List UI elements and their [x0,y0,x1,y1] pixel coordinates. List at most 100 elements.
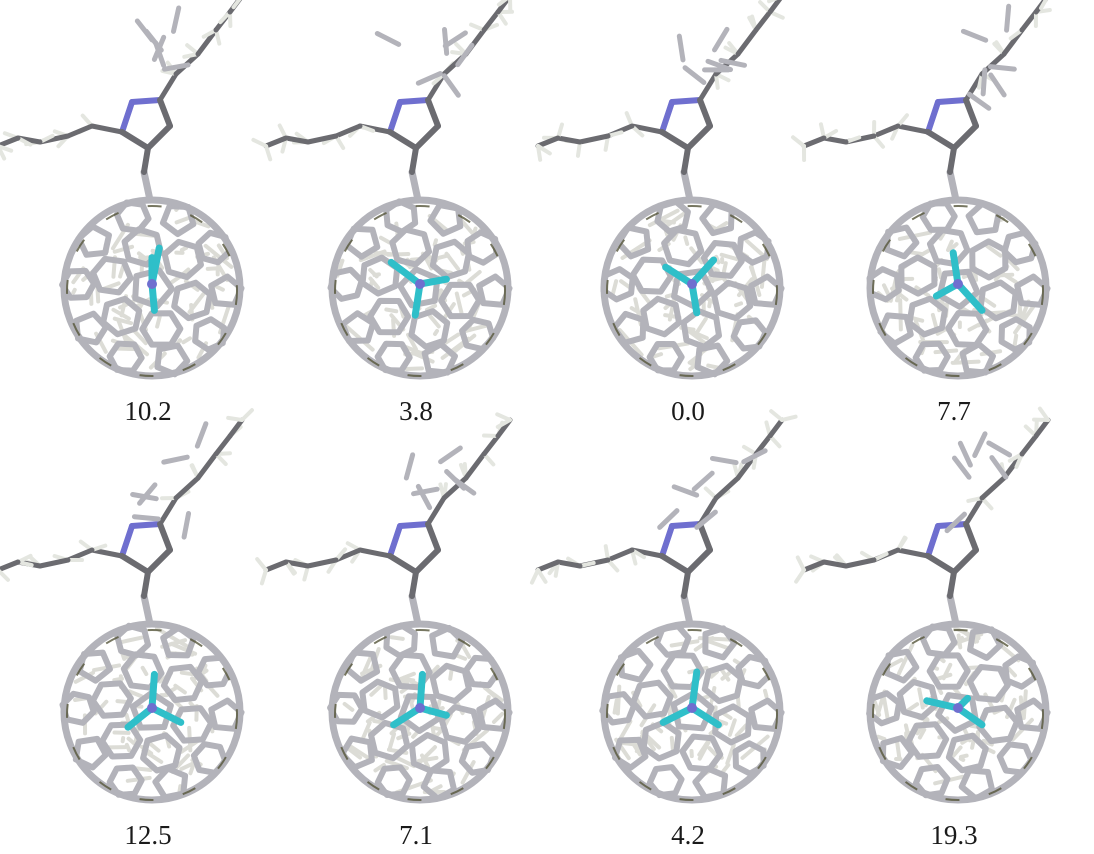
cage-ring [906,295,948,338]
nf3-guest [124,670,185,731]
ring-bond [925,553,957,575]
alkyl-bond [709,455,739,466]
cage-bond-back [917,727,927,740]
alkyl-bond [37,557,71,569]
cage-bond-back [119,635,144,645]
ring-bond [685,123,713,151]
cage-bond-back [881,283,890,296]
cage-bond-back [958,753,969,759]
molecule-panel-2 [251,0,514,380]
cage-bond-back [615,684,622,716]
alkyl-bond [1019,9,1039,33]
alkyl-bond [442,27,450,56]
ring-bond [659,129,691,151]
alkyl-bond [657,508,680,530]
cage-bond-back [358,249,387,263]
alkyl-bond [944,511,967,534]
alkyl-substituents [0,0,243,161]
cage-ring [438,281,483,320]
cage-bond-back [985,244,1003,258]
cage-bond-back [720,669,734,681]
cage-bond-back [432,238,439,247]
n-f-bond [954,280,986,314]
alkyl-bond [481,9,501,33]
alkyl-bond [411,486,440,497]
cage-ring [629,256,674,295]
alkyl-bond [357,547,393,559]
n-f-bond [688,668,701,712]
cage-bond-back [647,208,680,228]
alkyl-bond [441,475,469,501]
hydrogen-bond [769,409,784,422]
hydrogen-bond [795,555,806,572]
cage-ring [476,273,513,308]
n-f-bond [148,704,185,726]
cage-ring [90,255,134,296]
cage-ring [966,663,1011,703]
cage-ring [170,705,215,744]
linker-bond [140,592,154,628]
alkyl-bond [0,559,21,572]
energy-label-3: 0.0 [671,396,705,426]
cage-bond-back [384,307,399,314]
molecule-panel-5 [0,408,254,804]
alkyl-bond [89,123,125,135]
nitrogen-atom [415,279,425,289]
imidazole-ring [925,97,979,175]
alkyl-bond [697,71,719,103]
ring-bond [157,521,173,553]
cage-ring [700,240,745,279]
cage-bond-back [876,734,887,742]
alkyl-substituents [255,412,513,586]
alkyl-bond [194,421,209,449]
hydrogen-bond [226,415,244,422]
ring-bond [925,99,941,135]
alkyl-bond [263,559,289,573]
cage-bond-back [173,683,187,695]
alkyl-bond [705,58,734,73]
cage-ring [171,279,214,322]
alkyl-bond [441,73,461,98]
fullerene-cage [866,196,1051,380]
cage-bond-back [404,366,425,371]
cage-bond-back [387,732,396,750]
fullerene-cage [600,196,785,380]
linker-bond [680,592,694,628]
hydrogen-bond [496,0,509,7]
alkyl-bond [283,559,311,569]
cage-ring [748,697,785,732]
alkyl-bond [438,445,463,465]
cage-shading [66,629,238,801]
linker-bond [946,592,960,628]
cage-bond-back [179,245,189,252]
alkyl-bond [1019,433,1039,457]
hydrogen-bond [264,144,273,162]
alkyl-bond [481,433,501,457]
alkyl-bond [283,135,311,145]
cage-bond-back [120,736,126,744]
ring-bond [145,547,173,575]
n-f-bond [688,256,718,288]
alkyl-substituents [0,408,254,582]
alkyl-bond [871,123,901,139]
molecule-panel-8 [794,406,1051,804]
cage-ring [905,721,950,760]
n-f-bond [662,263,696,288]
alkyl-bond [980,67,988,97]
cage-shading [334,629,506,801]
ring-bond [425,521,441,553]
cage-bond-back [951,745,963,758]
ring-bond [387,129,419,151]
cage-ring [129,690,174,731]
ring-bond [129,97,163,105]
cage-bond-back [424,303,438,312]
ring-bond [669,97,703,105]
ring-bond [947,569,957,599]
alkyl-bond [682,65,707,86]
ring-bond [935,97,969,105]
alkyl-bond [555,559,583,569]
cage-bond-back [448,333,477,357]
cage-bond-back [697,736,712,757]
nf3-guest [147,244,163,314]
alkyl-bond [161,62,191,72]
